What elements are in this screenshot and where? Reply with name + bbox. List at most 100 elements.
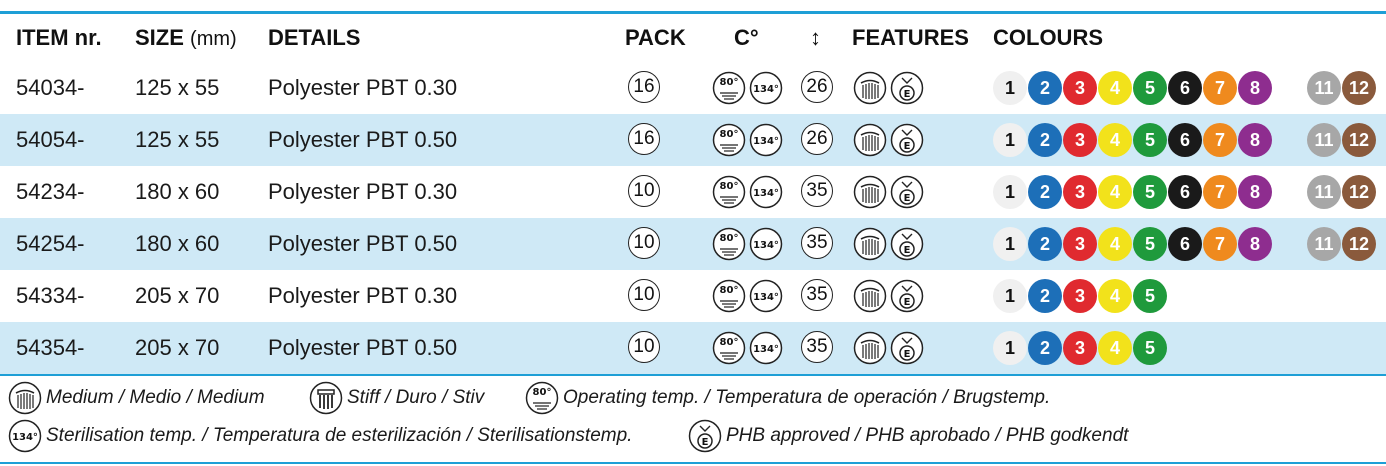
colour-swatch-2: 2	[1028, 227, 1062, 261]
size-value: 125 x 55	[135, 75, 220, 100]
operating-temp-icon: 80°	[712, 71, 746, 105]
operating-temp-icon: 80°	[712, 123, 746, 157]
colour-swatch-5: 5	[1133, 175, 1167, 209]
size-value: 125 x 55	[135, 127, 220, 152]
colour-swatch-2: 2	[1028, 71, 1062, 105]
sterilisation-temp-icon: 134°	[749, 175, 783, 209]
phb-approved-icon: E	[890, 227, 924, 261]
svg-text:80°: 80°	[720, 337, 739, 348]
details-value: Polyester PBT 0.50	[268, 127, 458, 152]
colour-swatch-2: 2	[1028, 279, 1062, 313]
header-pack: PACK	[625, 25, 686, 50]
svg-text:134°: 134°	[753, 344, 779, 355]
legend-stiff: Stiff / Duro / Stiv	[309, 381, 509, 415]
colour-swatch-12: 12	[1342, 175, 1376, 209]
size-value: 205 x 70	[135, 335, 220, 360]
item-number: 54034-	[16, 75, 85, 100]
colour-swatch-6: 6	[1168, 71, 1202, 105]
pack-quantity-badge: 10	[628, 227, 660, 259]
sterilisation-temp-icon: 134°	[749, 71, 783, 105]
colour-swatch-3: 3	[1063, 331, 1097, 365]
colour-swatch-3: 3	[1063, 227, 1097, 261]
legend-bottom-rule	[0, 462, 1386, 464]
colour-swatch-8: 8	[1238, 71, 1272, 105]
item-number: 54254-	[16, 231, 85, 256]
medium-brush-icon	[853, 71, 887, 105]
colour-swatch-1: 1	[993, 331, 1027, 365]
svg-text:134°: 134°	[753, 188, 779, 199]
colour-swatch-7: 7	[1203, 175, 1237, 209]
medium-brush-icon	[853, 331, 887, 365]
header-colours: COLOURS	[993, 25, 1103, 50]
header-details: DETAILS	[268, 25, 361, 50]
sterilisation-temp-icon: 134°	[749, 279, 783, 313]
colour-swatch-4: 4	[1098, 123, 1132, 157]
phb-approved-icon: E	[890, 123, 924, 157]
stack-quantity-badge: 35	[801, 227, 833, 259]
item-number: 54334-	[16, 283, 85, 308]
colour-swatch-11: 11	[1307, 175, 1341, 209]
operating-temp-icon: 80°	[712, 279, 746, 313]
colour-swatch-2: 2	[1028, 175, 1062, 209]
stack-quantity-badge: 26	[801, 123, 833, 155]
colour-swatch-12: 12	[1342, 123, 1376, 157]
operating-temp-icon: 80°	[712, 331, 746, 365]
header-size-unit: (mm)	[190, 28, 237, 50]
colour-swatch-7: 7	[1203, 227, 1237, 261]
stack-quantity-badge: 35	[801, 175, 833, 207]
size-value: 205 x 70	[135, 283, 220, 308]
svg-text:80°: 80°	[720, 233, 739, 244]
phb-approved-icon: E	[890, 331, 924, 365]
svg-text:80°: 80°	[720, 181, 739, 192]
operating-temp-icon: 80°	[712, 175, 746, 209]
legend-top-rule	[0, 374, 1386, 376]
sterilisation-temp-icon: 134°	[8, 419, 42, 453]
pack-quantity-badge: 10	[628, 331, 660, 363]
colour-swatch-5: 5	[1133, 331, 1167, 365]
stiff-brush-icon	[309, 381, 343, 415]
pack-quantity-badge: 16	[628, 123, 660, 155]
legend-medium: Medium / Medio / Medium	[8, 381, 298, 415]
colour-swatch-12: 12	[1342, 71, 1376, 105]
table-row: 54354- 205 x 70 Polyester PBT 0.50 10 80° 134…	[0, 322, 1386, 374]
colour-swatch-3: 3	[1063, 71, 1097, 105]
size-value: 180 x 60	[135, 179, 220, 204]
colour-swatch-4: 4	[1098, 175, 1132, 209]
colour-swatch-3: 3	[1063, 279, 1097, 313]
colour-swatch-8: 8	[1238, 227, 1272, 261]
svg-text:E: E	[904, 245, 911, 256]
details-value: Polyester PBT 0.30	[268, 75, 458, 100]
svg-text:E: E	[904, 349, 911, 360]
legend-phb: E PHB approved / PHB aprobado / PHB godk…	[688, 419, 1148, 453]
size-value: 180 x 60	[135, 231, 220, 256]
svg-text:80°: 80°	[720, 77, 739, 88]
stack-quantity-badge: 35	[801, 331, 833, 363]
table-row: 54234- 180 x 60 Polyester PBT 0.30 10 80° 134…	[0, 166, 1386, 218]
pack-quantity-badge: 16	[628, 71, 660, 103]
details-value: Polyester PBT 0.30	[268, 283, 458, 308]
details-value: Polyester PBT 0.50	[268, 335, 458, 360]
table-header: ITEM nr. SIZE (mm) DETAILS PACK C° ↕ FEA…	[0, 14, 1386, 62]
svg-text:E: E	[904, 297, 911, 308]
colour-swatch-3: 3	[1063, 175, 1097, 209]
colour-swatch-11: 11	[1307, 123, 1341, 157]
colour-swatch-11: 11	[1307, 71, 1341, 105]
svg-text:134°: 134°	[753, 136, 779, 147]
svg-text:80°: 80°	[720, 129, 739, 140]
colour-swatch-6: 6	[1168, 123, 1202, 157]
details-value: Polyester PBT 0.30	[268, 179, 458, 204]
colour-swatch-1: 1	[993, 71, 1027, 105]
sterilisation-temp-icon: 134°	[749, 123, 783, 157]
details-value: Polyester PBT 0.50	[268, 231, 458, 256]
legend: Medium / Medio / Medium Stiff / Duro / S…	[0, 374, 1386, 464]
colour-swatch-4: 4	[1098, 71, 1132, 105]
pack-quantity-badge: 10	[628, 279, 660, 311]
sterilisation-temp-icon: 134°	[749, 227, 783, 261]
colour-swatch-6: 6	[1168, 175, 1202, 209]
sterilisation-temp-icon: 134°	[749, 331, 783, 365]
legend-stiff-text: Stiff / Duro / Stiv	[347, 387, 485, 408]
colour-swatch-4: 4	[1098, 227, 1132, 261]
item-number: 54054-	[16, 127, 85, 152]
svg-text:80°: 80°	[533, 387, 552, 398]
medium-brush-icon	[853, 175, 887, 209]
